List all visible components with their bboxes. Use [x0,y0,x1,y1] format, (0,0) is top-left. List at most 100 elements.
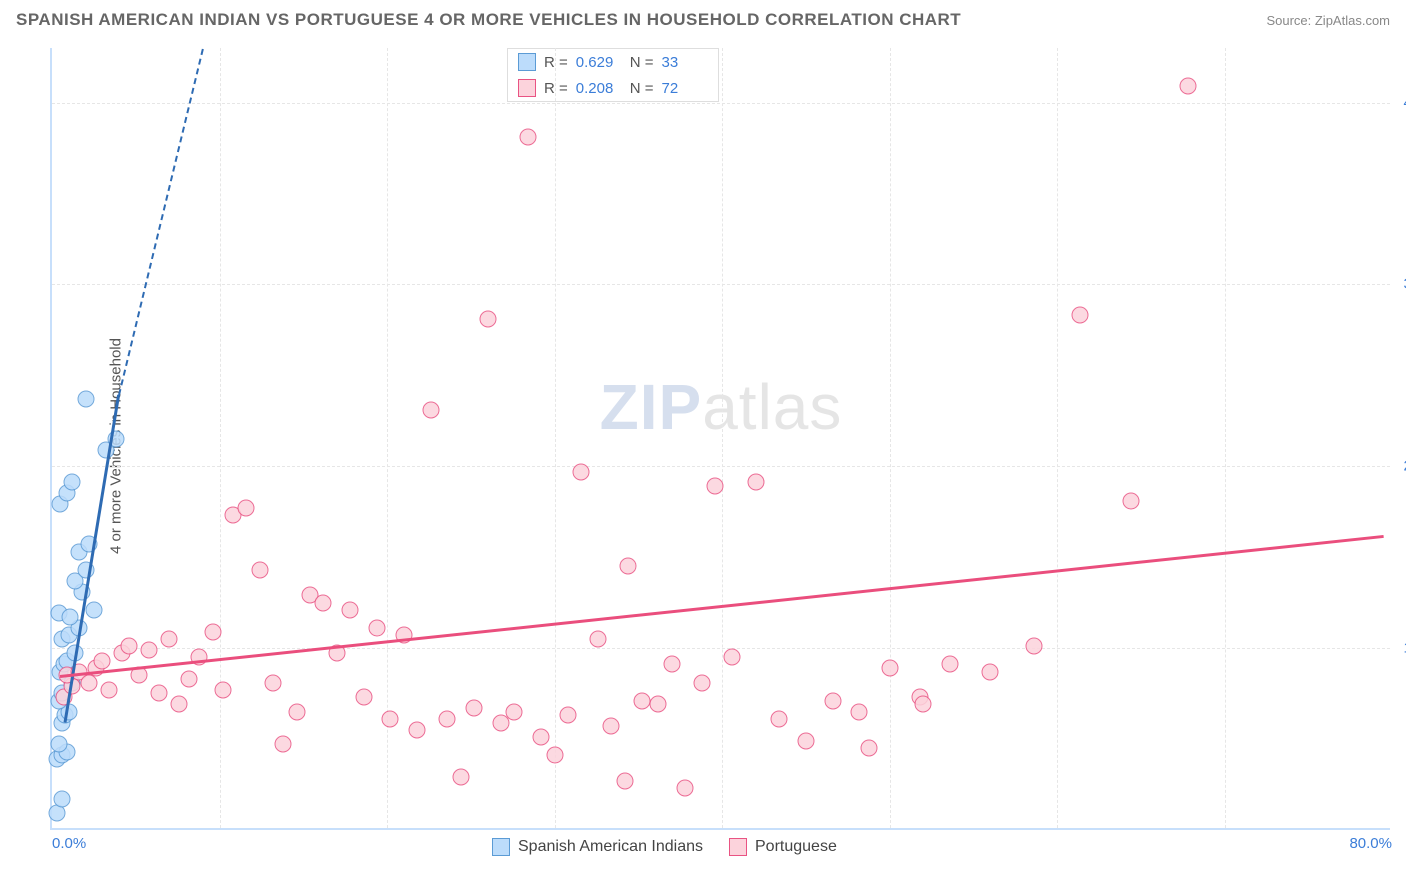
data-point [54,790,71,807]
data-point [650,696,667,713]
data-point [315,594,332,611]
data-point [941,656,958,673]
data-point [824,692,841,709]
data-point [204,623,221,640]
data-point [573,463,590,480]
data-point [506,703,523,720]
y-tick-label: 20.0% [1401,458,1406,475]
legend-label: Spanish American Indians [518,838,703,856]
data-point [80,674,97,691]
swatch-icon [518,53,536,71]
data-point [663,656,680,673]
data-point [171,696,188,713]
plot-area: ZIPatlas R = 0.629 N = 33 R = 0.208 N = … [50,48,1390,830]
stats-row-series-b: R = 0.208 N = 72 [508,75,718,101]
data-point [355,689,372,706]
chart-header: SPANISH AMERICAN INDIAN VS PORTUGUESE 4 … [16,10,1390,30]
data-point [693,674,710,691]
data-point [141,641,158,658]
data-point [479,310,496,327]
data-point [1179,78,1196,95]
data-point [747,474,764,491]
data-point [616,772,633,789]
data-point [603,718,620,735]
data-point [409,721,426,738]
n-label: N = [630,80,654,97]
data-point [915,696,932,713]
data-point [50,736,67,753]
data-point [238,499,255,516]
n-value: 72 [662,80,708,97]
swatch-icon [729,838,747,856]
r-value: 0.629 [576,54,622,71]
data-point [861,739,878,756]
legend-item-a: Spanish American Indians [492,838,703,856]
swatch-icon [518,79,536,97]
swatch-icon [492,838,510,856]
data-point [151,685,168,702]
stats-legend-box: R = 0.629 N = 33 R = 0.208 N = 72 [507,48,719,102]
data-point [559,707,576,724]
data-point [161,630,178,647]
gridline-v [1057,48,1058,828]
gridline-h [52,103,1390,104]
y-tick-label: 40.0% [1401,94,1406,111]
data-point [49,805,66,822]
watermark: ZIPatlas [600,370,843,444]
data-point [797,732,814,749]
data-point [265,674,282,691]
data-point [620,558,637,575]
data-point [288,703,305,720]
data-point [94,652,111,669]
data-point [368,619,385,636]
gridline-v [220,48,221,828]
data-point [546,747,563,764]
r-value: 0.208 [576,80,622,97]
data-point [707,478,724,495]
gridline-h [52,466,1390,467]
data-point [982,663,999,680]
chart-title: SPANISH AMERICAN INDIAN VS PORTUGUESE 4 … [16,10,961,30]
data-point [633,692,650,709]
data-point [85,601,102,618]
gridline-h [52,284,1390,285]
legend: Spanish American Indians Portuguese [492,838,837,856]
data-point [62,609,79,626]
gridline-h [52,648,1390,649]
data-point [851,703,868,720]
gridline-v [722,48,723,828]
r-label: R = [544,54,568,71]
gridline-v [890,48,891,828]
data-point [77,390,94,407]
gridline-v [1225,48,1226,828]
data-point [181,670,198,687]
data-point [770,710,787,727]
data-point [881,659,898,676]
data-point [214,681,231,698]
data-point [1025,638,1042,655]
data-point [1122,492,1139,509]
n-value: 33 [662,54,708,71]
data-point [100,681,117,698]
legend-label: Portuguese [755,838,837,856]
data-point [64,474,81,491]
x-tick-label: 80.0% [1349,835,1392,852]
data-point [590,630,607,647]
data-point [677,780,694,797]
y-tick-label: 30.0% [1401,276,1406,293]
data-point [422,401,439,418]
data-point [382,710,399,727]
data-point [439,710,456,727]
data-point [466,699,483,716]
n-label: N = [630,54,654,71]
data-point [275,736,292,753]
data-point [724,649,741,666]
x-tick-label: 0.0% [52,835,86,852]
gridline-v [555,48,556,828]
legend-item-b: Portuguese [729,838,837,856]
r-label: R = [544,80,568,97]
data-point [519,128,536,145]
source-label: Source: ZipAtlas.com [1266,13,1390,28]
data-point [251,561,268,578]
stats-row-series-a: R = 0.629 N = 33 [508,49,718,75]
